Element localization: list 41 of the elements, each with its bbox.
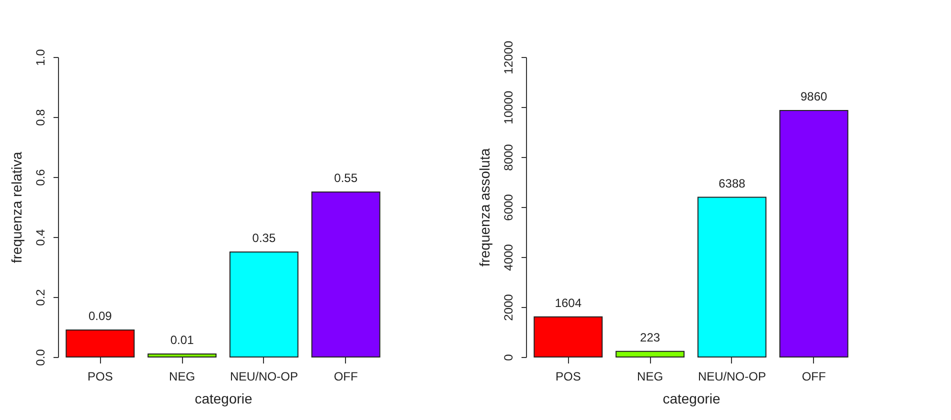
y-tick-label: 0.0: [34, 348, 48, 366]
data-label: 9860: [800, 90, 828, 104]
y-tick-label: 0.6: [34, 168, 48, 186]
x-tick-label: POS: [556, 370, 581, 384]
x-tick-label: NEU/NO-OP: [698, 370, 766, 384]
data-label: 0.01: [170, 333, 194, 347]
data-label: 0.35: [252, 231, 276, 245]
x-tick-label: OFF: [334, 370, 358, 384]
data-label: 0.55: [334, 171, 358, 185]
bar: [616, 350, 685, 358]
x-tick-label: POS: [88, 370, 113, 384]
bar: [779, 110, 848, 358]
y-tick-label: 4000: [502, 244, 516, 271]
y-tick-label: 0: [502, 354, 516, 361]
x-axis-title: categorie: [194, 390, 253, 406]
data-label: 1604: [554, 296, 582, 310]
x-tick-label: NEU/NO-OP: [230, 370, 298, 384]
y-tick-label: 1.0: [34, 48, 48, 66]
x-tick-label: OFF: [802, 370, 826, 384]
x-axis-title: categorie: [662, 390, 721, 406]
data-label: 6388: [718, 176, 746, 190]
bar: [148, 354, 217, 358]
y-tick-label: 12000: [502, 40, 516, 74]
y-tick-label: 0.8: [34, 108, 48, 126]
y-tick-label: 6000: [502, 194, 516, 221]
bar: [311, 192, 380, 358]
y-axis-title: frequenza relativa: [8, 152, 24, 264]
x-tick-label: NEG: [637, 370, 664, 384]
data-label: 0.09: [88, 309, 112, 323]
y-tick-label: 8000: [502, 144, 516, 171]
y-tick-label: 0.2: [34, 288, 48, 306]
y-tick-label: 2000: [502, 294, 516, 321]
bar: [697, 196, 766, 358]
y-tick-label: 10000: [502, 90, 516, 124]
bar: [534, 316, 603, 358]
data-label: 223: [640, 330, 660, 344]
y-tick-label: 0.4: [34, 228, 48, 246]
y-axis-title: frequenza assoluta: [476, 148, 492, 267]
bar: [66, 330, 135, 358]
bar: [229, 252, 298, 358]
x-tick-label: NEG: [169, 370, 196, 384]
